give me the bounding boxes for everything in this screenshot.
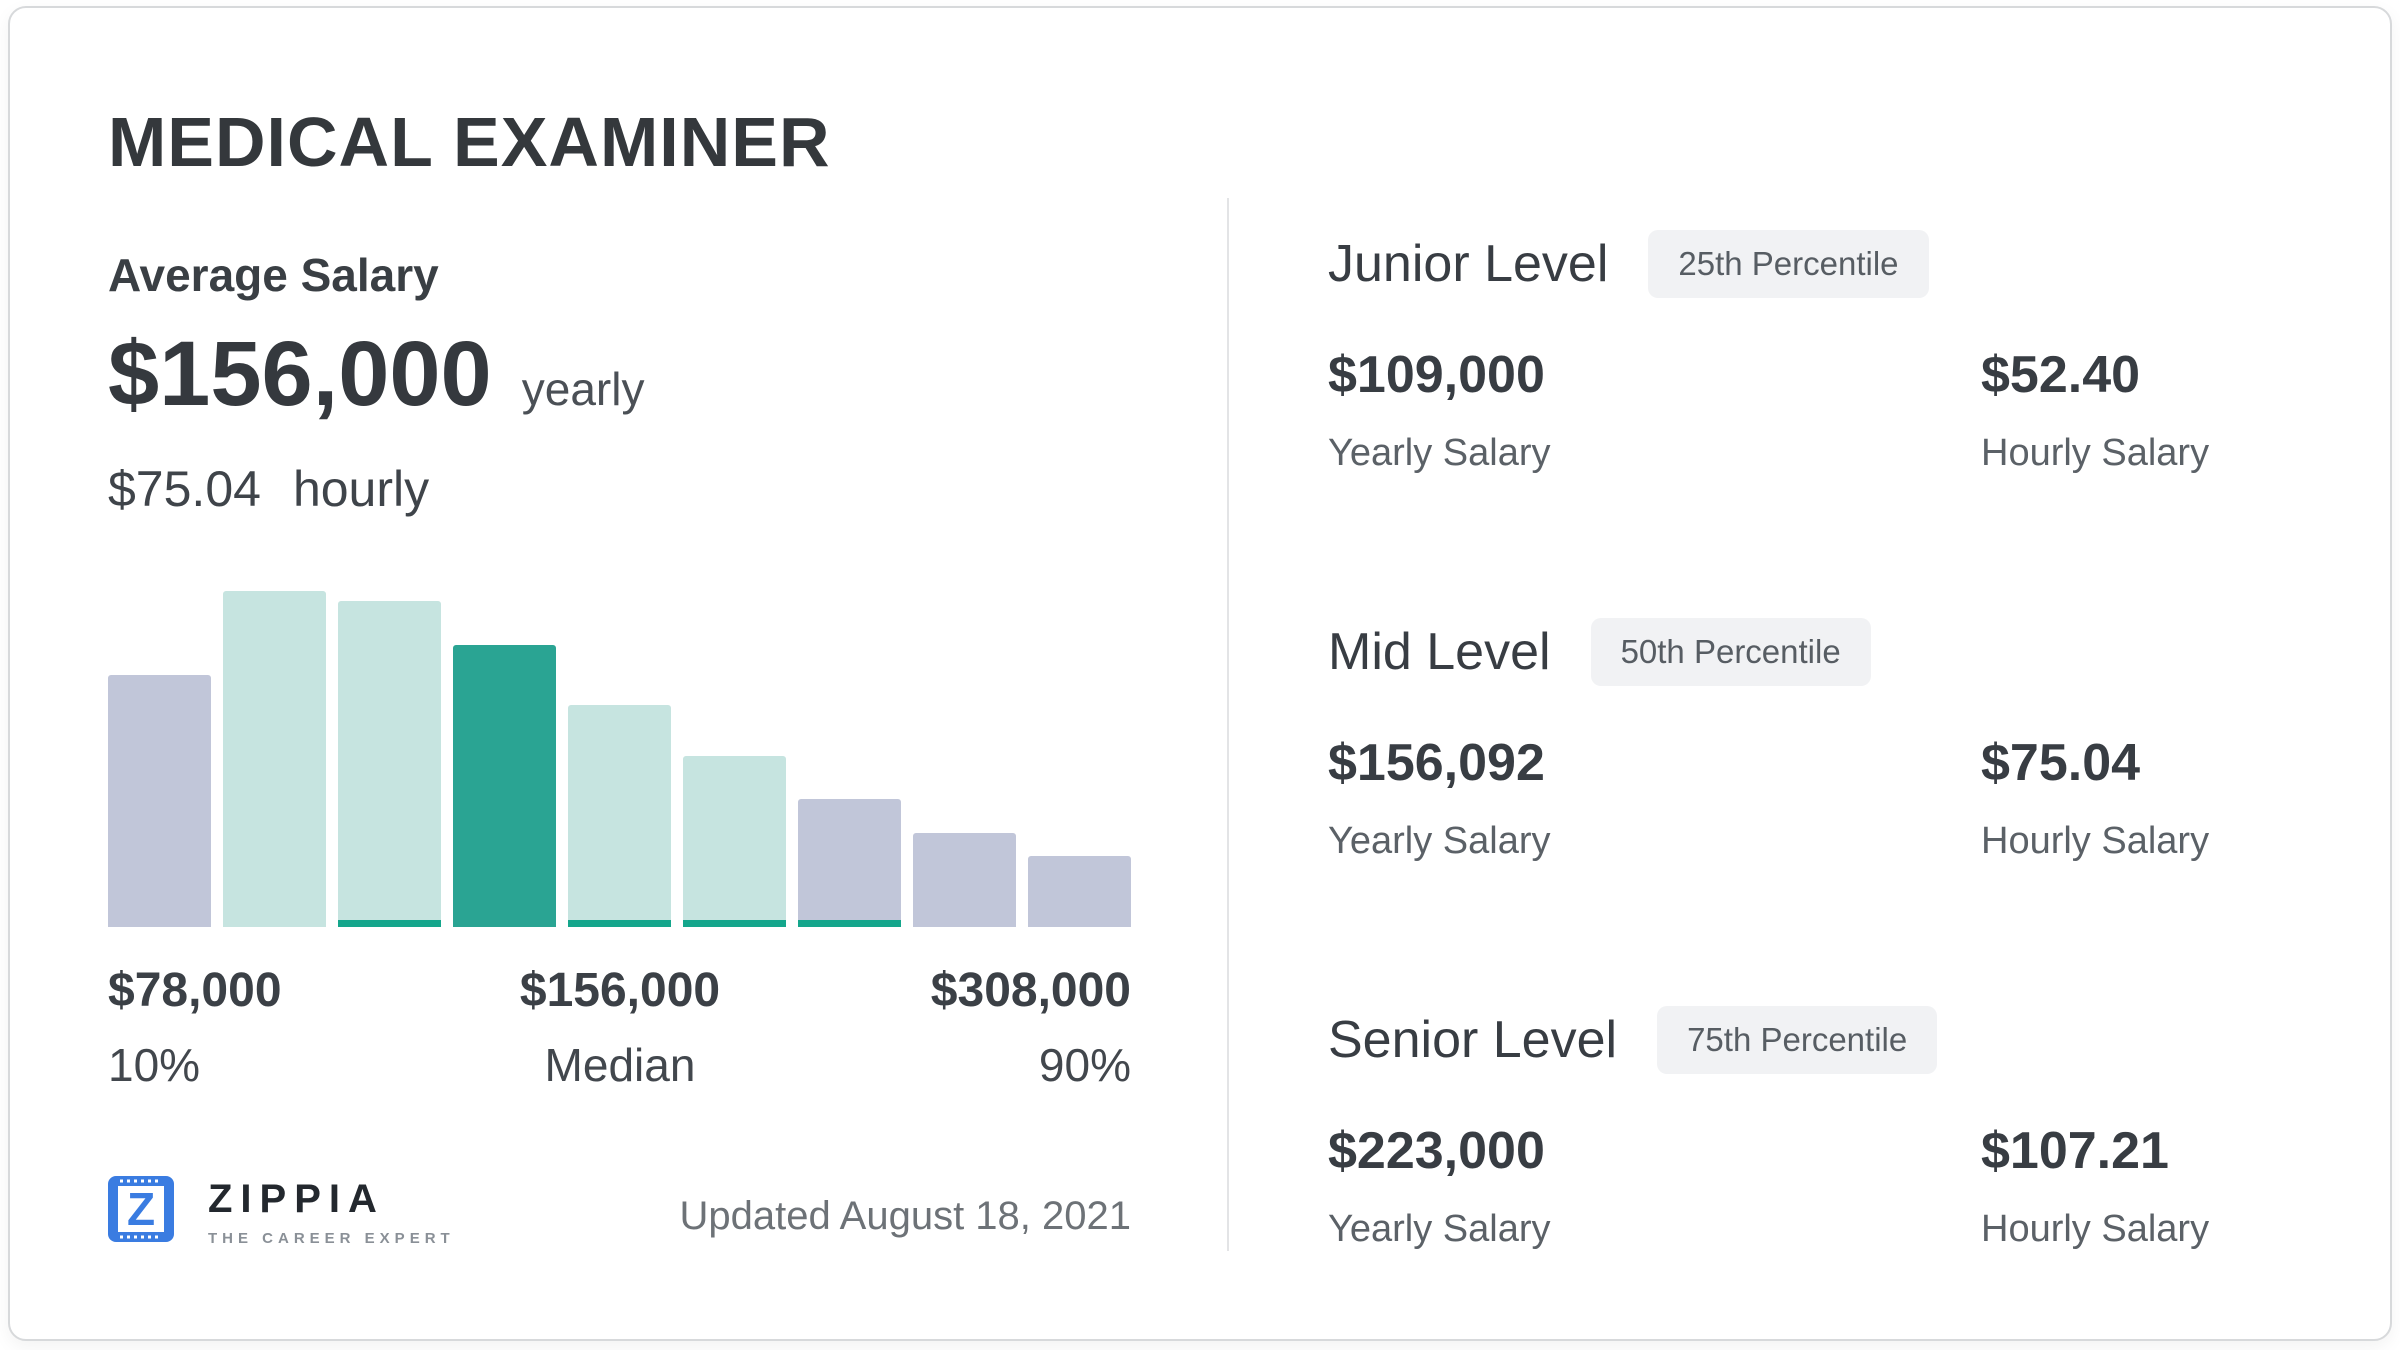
histogram-bar <box>453 645 556 927</box>
average-hourly-row: $75.04 hourly <box>108 460 429 518</box>
histogram-bar <box>223 591 326 927</box>
histogram-bar <box>798 799 901 927</box>
zippia-tagline: THE CAREER EXPERT <box>208 1229 455 1247</box>
yearly-label: Yearly Salary <box>1328 820 1551 863</box>
bar-accent-underline <box>683 920 786 927</box>
average-yearly-unit: yearly <box>521 363 645 415</box>
updated-date: Updated August 18, 2021 <box>679 1194 1131 1238</box>
chart-x-annotations: $78,000 10% $156,000 Median $308,000 90% <box>108 963 1131 1091</box>
annotation-median: $156,000 Median <box>520 963 720 1092</box>
percentile-badge: 75th Percentile <box>1657 1006 1938 1074</box>
bar-accent-underline <box>798 920 901 927</box>
histogram-bar <box>913 833 1016 927</box>
page-title: MEDICAL EXAMINER <box>108 103 831 181</box>
svg-text:Z: Z <box>127 1183 155 1235</box>
yearly-label: Yearly Salary <box>1328 1208 1551 1251</box>
hourly-value: $75.04 <box>1981 734 2141 792</box>
hourly-column: $107.21 Hourly Salary <box>1981 1120 2209 1251</box>
average-hourly-unit: hourly <box>292 461 430 517</box>
yearly-label: Yearly Salary <box>1328 432 1551 475</box>
yearly-value: $223,000 <box>1328 1122 1545 1180</box>
annotation-10th-percentile: $78,000 10% <box>108 963 282 1092</box>
average-hourly-value: $75.04 <box>108 461 261 517</box>
percentile-badge: 25th Percentile <box>1648 230 1929 298</box>
annotation-value: $78,000 <box>108 964 282 1017</box>
level-title: Junior Level <box>1328 234 1609 293</box>
hourly-label: Hourly Salary <box>1981 432 2210 475</box>
annotation-sub: 10% <box>108 1039 201 1091</box>
yearly-value: $109,000 <box>1328 346 1545 404</box>
level-section-mid: Mid Level 50th Percentile $156,092 Yearl… <box>1328 618 2328 892</box>
zippia-z-logo-icon: Z <box>108 1176 174 1247</box>
annotation-value: $156,000 <box>519 964 721 1017</box>
annotation-sub: 90% <box>1038 1039 1131 1091</box>
annotation-value: $308,000 <box>930 964 1131 1017</box>
annotation-90th-percentile: $308,000 90% <box>931 963 1131 1092</box>
histogram-bar <box>338 601 441 927</box>
level-header: Junior Level 25th Percentile <box>1328 230 2328 298</box>
level-title: Mid Level <box>1328 622 1551 681</box>
average-yearly-row: $156,000 yearly <box>108 323 645 425</box>
level-section-junior: Junior Level 25th Percentile $109,000 Ye… <box>1328 230 2328 504</box>
histogram-bar <box>683 756 786 927</box>
average-salary-label: Average Salary <box>108 249 439 301</box>
zippia-wordmark: ZIPPIA THE CAREER EXPERT <box>208 1177 455 1247</box>
level-section-senior: Senior Level 75th Percentile $223,000 Ye… <box>1328 1006 2328 1280</box>
yearly-value: $156,092 <box>1328 734 1545 792</box>
hourly-column: $52.40 Hourly Salary <box>1981 344 2209 475</box>
hourly-value: $52.40 <box>1981 346 2141 404</box>
percentile-badge: 50th Percentile <box>1590 618 1871 686</box>
average-yearly-value: $156,000 <box>108 323 492 425</box>
hourly-label: Hourly Salary <box>1981 820 2210 863</box>
hourly-value: $107.21 <box>1981 1122 2169 1180</box>
zippia-name: ZIPPIA <box>208 1176 385 1221</box>
annotation-sub: Median <box>544 1039 696 1091</box>
histogram-bar <box>108 675 211 927</box>
salary-card: MEDICAL EXAMINER Average Salary $156,000… <box>8 6 2392 1341</box>
level-title: Senior Level <box>1328 1010 1618 1069</box>
vertical-divider <box>1227 198 1229 1251</box>
yearly-column: $109,000 Yearly Salary <box>1328 344 1551 475</box>
bar-accent-underline <box>568 920 671 927</box>
level-values: $156,092 Yearly Salary $75.04 Hourly Sal… <box>1328 732 2328 892</box>
zippia-brand: Z ZIPPIA THE CAREER EXPERT <box>108 1176 455 1247</box>
yearly-column: $223,000 Yearly Salary <box>1328 1120 1551 1251</box>
histogram-bar <box>1028 856 1131 927</box>
histogram-bar <box>568 705 671 927</box>
salary-distribution-chart <box>108 591 1131 927</box>
yearly-column: $156,092 Yearly Salary <box>1328 732 1551 863</box>
hourly-label: Hourly Salary <box>1981 1208 2210 1251</box>
bar-accent-underline <box>338 920 441 927</box>
level-values: $223,000 Yearly Salary $107.21 Hourly Sa… <box>1328 1120 2328 1280</box>
level-header: Senior Level 75th Percentile <box>1328 1006 2328 1074</box>
hourly-column: $75.04 Hourly Salary <box>1981 732 2209 863</box>
level-values: $109,000 Yearly Salary $52.40 Hourly Sal… <box>1328 344 2328 504</box>
level-header: Mid Level 50th Percentile <box>1328 618 2328 686</box>
